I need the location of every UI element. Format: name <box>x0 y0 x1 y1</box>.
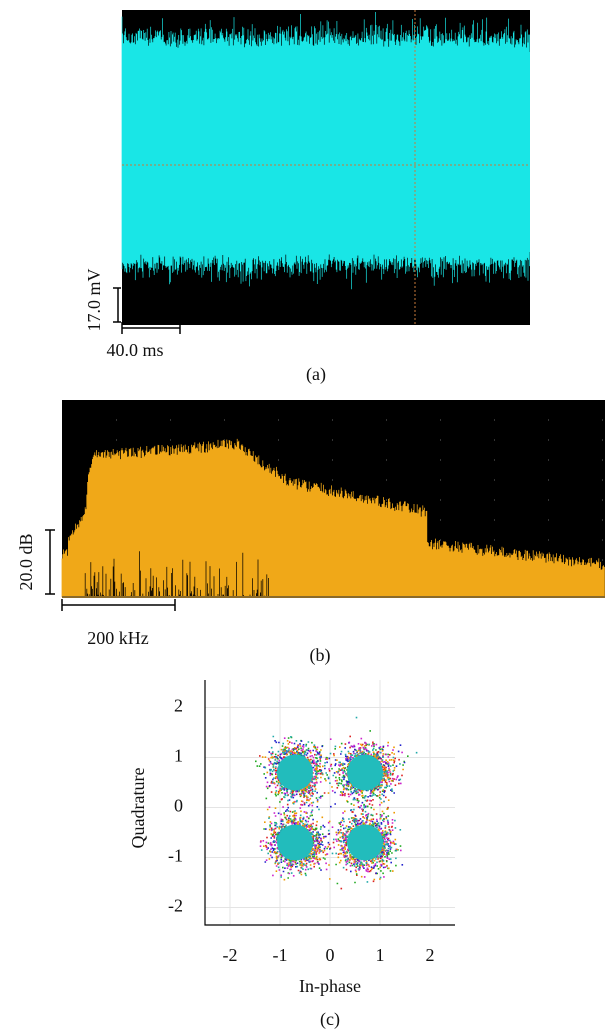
axes <box>204 680 455 926</box>
caption: (c) <box>320 1009 340 1030</box>
y-axis-label: Quadrature <box>128 768 148 849</box>
vertical-scale: 17.0 mV <box>84 268 104 331</box>
vertical-scale: 20.0 dB <box>16 533 36 590</box>
x-tick-label: 2 <box>426 945 435 965</box>
caption: (a) <box>306 364 326 385</box>
y-tick-label: 1 <box>174 746 183 766</box>
constellation-point <box>277 824 313 861</box>
scale-bar <box>61 599 176 611</box>
scale-bar <box>45 529 55 595</box>
horizontal-scale: 40.0 ms <box>106 340 163 360</box>
y-tick-label: -1 <box>168 846 183 866</box>
x-axis-label: In-phase <box>299 976 361 996</box>
x-tick-label: 1 <box>376 945 385 965</box>
constellation-point <box>347 824 383 861</box>
caption: (b) <box>310 645 331 666</box>
scale-bar <box>113 287 121 323</box>
constellation-point <box>347 754 383 791</box>
scale-bar <box>121 322 181 334</box>
y-tick-label: 0 <box>174 796 183 816</box>
horizontal-scale: 200 kHz <box>87 628 149 648</box>
x-tick-label: 0 <box>326 945 335 965</box>
constellation-point <box>277 754 313 791</box>
x-tick-label: -1 <box>273 945 288 965</box>
x-tick-label: -2 <box>223 945 238 965</box>
signal-band <box>122 52 530 252</box>
y-tick-label: 2 <box>174 696 183 716</box>
y-tick-label: -2 <box>168 896 183 916</box>
spectrum-trace <box>61 438 605 597</box>
